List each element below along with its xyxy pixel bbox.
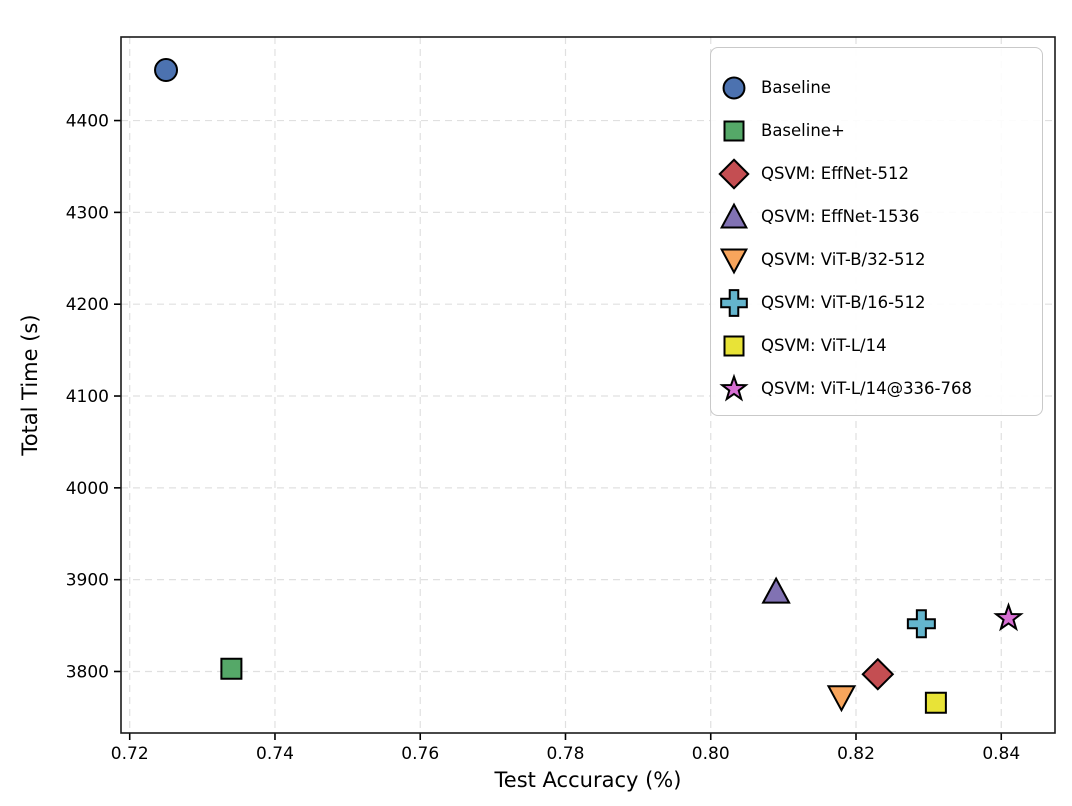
legend-label: QSVM: EffNet-1536 [761,207,920,226]
legend-marker-shape [719,373,749,401]
legend-label: QSVM: ViT-L/14 [761,336,887,355]
y-tick-label: 4200 [66,295,109,315]
data-point-qsvm-vit-l-14-336-768 [993,602,1024,632]
star-marker-icon [711,372,757,406]
legend-label: QSVM: ViT-L/14@336-768 [761,379,973,398]
legend-label: QSVM: EffNet-512 [761,164,909,183]
y-tick-label: 4000 [66,479,109,499]
plus-marker-icon [711,286,757,320]
x-tick-label: 0.72 [111,744,149,764]
y-tick-label: 3800 [66,662,109,682]
legend-marker-shape [722,76,746,99]
legend-label: Baseline+ [761,121,845,140]
legend-row: QSVM: ViT-B/16-512 [711,281,1042,324]
data-point-qsvm-vit-l-14 [924,691,947,714]
data-point-qsvm-effnet-512 [861,657,895,691]
data-point-qsvm-vit-b-16-512 [906,609,936,639]
legend-row: Baseline+ [711,109,1042,152]
legend-label: QSVM: ViT-B/16-512 [761,293,926,312]
x-tick-label: 0.76 [401,744,439,764]
data-point-qsvm-effnet-1536 [761,576,791,604]
square-marker-icon [711,329,757,363]
y-tick-label: 3900 [66,571,109,591]
triangle-up-marker-icon [711,200,757,234]
x-axis-label: Test Accuracy (%) [494,768,682,792]
legend-marker-shape [720,288,748,317]
legend-label: QSVM: ViT-B/32-512 [761,250,926,269]
data-point-baseline [220,657,243,680]
legend-marker-shape [723,335,745,356]
legend-marker-shape [723,120,745,141]
x-tick-label: 0.74 [256,744,294,764]
legend-row: QSVM: EffNet-1536 [711,195,1042,238]
legend-row: QSVM: ViT-L/14@336-768 [711,367,1042,410]
legend-label: Baseline [761,78,831,97]
legend-row: QSVM: ViT-B/32-512 [711,238,1042,281]
circle-marker-icon [711,71,757,105]
y-tick-label: 4300 [66,203,109,223]
y-axis-label: Total Time (s) [18,314,42,456]
y-tick-label: 4100 [66,387,109,407]
legend-row: QSVM: EffNet-512 [711,152,1042,195]
data-point-baseline [154,58,179,83]
legend-row: QSVM: ViT-L/14 [711,324,1042,367]
legend-marker-shape [718,157,750,190]
x-tick-label: 0.82 [837,744,875,764]
legend-row: Baseline [711,66,1042,109]
square-marker-icon [711,114,757,148]
legend: Baseline Baseline+ QSVM: EffNet-512 QSVM: E… [710,47,1043,416]
x-tick-label: 0.78 [547,744,585,764]
data-point-qsvm-vit-b-32-512 [826,685,857,713]
plot-border [120,36,1056,734]
triangle-down-marker-icon [711,243,757,277]
diamond-marker-icon [711,157,757,191]
y-tick-label: 4400 [66,112,109,132]
x-tick-label: 0.80 [692,744,730,764]
legend-marker-shape [719,202,749,228]
x-tick-label: 0.84 [982,744,1020,764]
legend-marker-shape [719,248,749,274]
